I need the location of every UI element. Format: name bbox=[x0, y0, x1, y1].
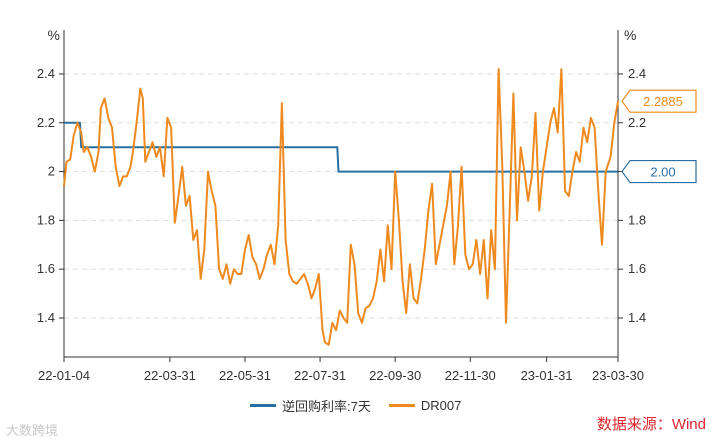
dr007-last-value-box bbox=[621, 89, 697, 113]
legend-item-dr007[interactable]: DR007 bbox=[388, 398, 462, 413]
right-tick-label-1: 1.6 bbox=[628, 261, 646, 276]
legend-label-dr007: DR007 bbox=[420, 398, 462, 413]
x-tick-label-5: 22-11-30 bbox=[445, 368, 496, 383]
x-tick-label-4: 22-09-30 bbox=[369, 368, 421, 383]
left-tick-label-0: 1.4 bbox=[37, 310, 55, 325]
x-tick-label-3: 22-07-31 bbox=[294, 368, 346, 383]
legend-item-reverse-repo[interactable]: 逆回购利率:7天 bbox=[250, 396, 371, 415]
left-tick-label-4: 2.2 bbox=[37, 115, 55, 130]
reverse-repo-last-value-box bbox=[621, 159, 697, 184]
right-tick-label-2: 1.8 bbox=[628, 212, 646, 227]
right-axis-unit: % bbox=[624, 27, 636, 43]
x-tick-label-1: 22-03-31 bbox=[144, 368, 196, 383]
right-tick-label-5: 2.4 bbox=[628, 66, 646, 81]
x-tick-label-7: 23-03-30 bbox=[592, 368, 644, 383]
legend-swatch-dr007 bbox=[388, 404, 415, 407]
dr007-line bbox=[63, 68, 619, 346]
left-tick-label-1: 1.6 bbox=[37, 261, 55, 276]
left-tick-label-3: 2 bbox=[48, 164, 55, 179]
x-tick-label-6: 23-01-31 bbox=[521, 368, 573, 383]
right-tick-label-4: 2.2 bbox=[628, 115, 646, 130]
right-tick-label-0: 1.4 bbox=[628, 310, 646, 325]
source-note: 数据来源：Wind bbox=[596, 416, 706, 433]
left-tick-label-2: 1.8 bbox=[37, 212, 55, 227]
reverse-repo-last-value-label: 2.00 bbox=[650, 165, 675, 180]
legend-swatch-reverse-repo bbox=[250, 404, 276, 407]
left-tick-label-5: 2.4 bbox=[37, 66, 55, 81]
legend: 逆回购利率:7天 DR007 bbox=[250, 396, 479, 415]
legend-label-reverse-repo: 逆回购利率:7天 bbox=[282, 399, 371, 414]
x-tick-label-0: 22-01-04 bbox=[38, 368, 90, 383]
watermark-logo: 大数跨境 bbox=[6, 423, 59, 438]
dr007-last-value-label: 2.2885 bbox=[643, 94, 683, 109]
left-axis-unit: % bbox=[48, 27, 60, 43]
x-tick-label-2: 22-05-31 bbox=[219, 368, 271, 383]
